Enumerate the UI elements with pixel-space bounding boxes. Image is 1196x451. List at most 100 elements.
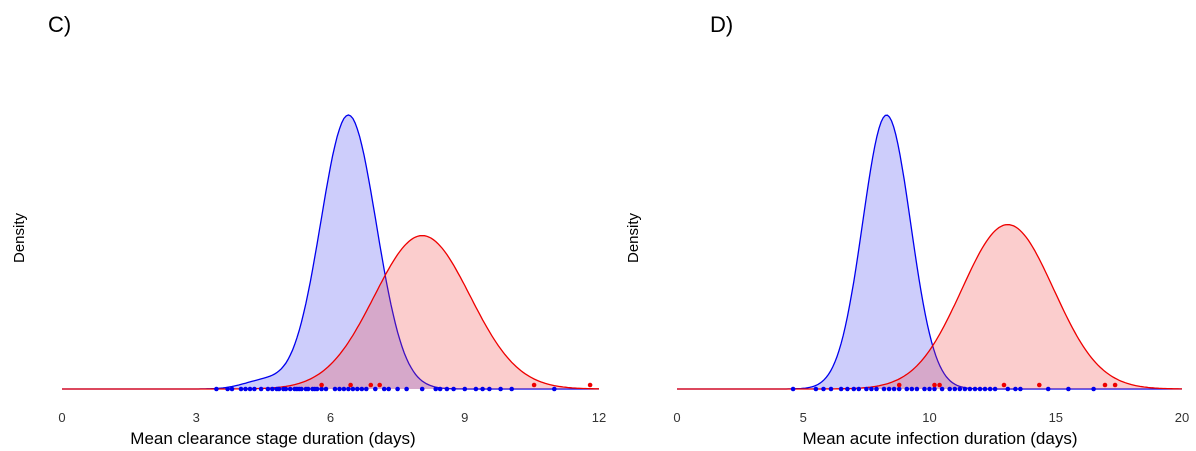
panel-d-label: D) xyxy=(710,12,733,37)
panel-d-series-0-point xyxy=(1045,386,1051,392)
panel-c-series-0-point xyxy=(437,386,443,392)
panel-c-series-0-point xyxy=(480,386,485,392)
panel-c-xlabel: Mean clearance stage duration (days) xyxy=(130,429,415,448)
panel-c-series-0-point xyxy=(364,386,369,392)
panel-d-series-0-point xyxy=(869,386,874,392)
panel-d-series-0-point xyxy=(932,386,937,392)
panel-c-series-0-point xyxy=(323,386,329,392)
panel-c-series-0-point xyxy=(337,386,342,392)
panel-c-series-0-point xyxy=(381,386,387,392)
panel-d-xtick-label: 0 xyxy=(673,410,680,425)
panel-d-series-0-point xyxy=(914,386,920,392)
panel-d-series-0-point xyxy=(992,386,998,392)
panel-d-series-0-point xyxy=(864,386,869,392)
panel-c-series-0-point xyxy=(462,386,468,392)
panel-c-series-0-point xyxy=(252,386,257,392)
panel-c-series-0-point xyxy=(373,386,378,392)
panel-d-series-0-point xyxy=(881,386,887,392)
panel-c-label: C) xyxy=(48,12,71,37)
panel-c-series-0-point xyxy=(265,386,271,392)
panel-d-series-0-point xyxy=(1013,386,1018,392)
panel-d-series-1-point xyxy=(1112,382,1118,388)
panel-c-ylabel: Density xyxy=(11,212,28,263)
panel-d-series-0-point xyxy=(1005,386,1011,392)
panel-d-series-1-point xyxy=(896,382,902,388)
panel-c-series-0-point xyxy=(305,386,311,392)
panel-c: C) Density 0 3 6 9 12 Mean clearance stage d… xyxy=(11,12,606,448)
panel-d-series-0-point xyxy=(1018,386,1023,392)
panel-c-series-0-point xyxy=(419,386,425,392)
panel-d-series xyxy=(677,114,1182,390)
panel-d-series-0-point xyxy=(1091,386,1096,392)
panel-c-series-0-point xyxy=(299,386,304,392)
panel-c-xticks: 0 3 6 9 12 xyxy=(58,410,606,425)
panel-d-series-0-point xyxy=(790,386,796,392)
panel-d-series-1-point xyxy=(1037,382,1042,388)
panel-c-series-1-point xyxy=(587,382,593,388)
panel-c-series-0-point xyxy=(404,386,409,392)
panel-d: D) Density 0 5 10 15 20 Mean acute infection… xyxy=(625,12,1189,448)
panel-d-series-0-point xyxy=(851,386,857,392)
panel-c-series-0-point xyxy=(473,386,479,392)
panel-d-series-0-point xyxy=(982,386,988,392)
panel-d-series-0-point xyxy=(962,386,968,392)
panel-d-xlabel: Mean acute infection duration (days) xyxy=(803,429,1078,448)
panel-d-series-0-point xyxy=(838,386,844,392)
panel-c-series-0-point xyxy=(225,386,230,392)
panel-d-series-0-point xyxy=(891,386,897,392)
panel-d-series-0-point xyxy=(828,386,834,392)
panel-c-xtick-label: 0 xyxy=(58,410,65,425)
panel-d-series-0-point xyxy=(939,386,945,392)
panel-d-ylabel: Density xyxy=(625,212,642,263)
panel-d-series-1-point xyxy=(1102,382,1108,388)
panel-d-series-1-point xyxy=(1001,382,1007,388)
panel-c-series-0-point xyxy=(258,386,264,392)
panel-c-series-0-point xyxy=(276,386,282,392)
panel-c-series-0-area xyxy=(62,115,599,389)
panel-c-series-1-point xyxy=(348,382,353,388)
panel-d-series-1-point xyxy=(932,382,937,388)
panel-c-series-0-point xyxy=(287,386,293,392)
panel-c-series-0-point xyxy=(283,386,289,392)
panel-c-series-0-point xyxy=(451,386,456,392)
panel-c-series-1-point xyxy=(531,382,537,388)
panel-c-series-0-point xyxy=(332,386,338,392)
panel-d-series-0-point xyxy=(957,386,963,392)
panel-c-series-0-point xyxy=(346,386,351,392)
panel-c-series-0-point xyxy=(509,386,514,392)
panel-c-series-0-point xyxy=(243,386,248,392)
panel-c-series-0-point xyxy=(386,386,392,392)
panel-d-series-0-point xyxy=(987,386,993,392)
panel-c-series-0-point xyxy=(319,386,324,392)
panel-d-xtick-label: 20 xyxy=(1175,410,1189,425)
panel-d-series-0-point xyxy=(927,386,932,392)
panel-d-points xyxy=(790,382,1118,392)
panel-c-xtick-label: 12 xyxy=(592,410,606,425)
panel-c-series-0-point xyxy=(359,386,365,392)
panel-d-series-0-point xyxy=(909,386,915,392)
panel-d-series-0-point xyxy=(977,386,983,392)
panel-c-series-0-point xyxy=(214,386,219,392)
panel-c-series-0-point xyxy=(444,386,450,392)
panel-d-series-0-point xyxy=(874,386,879,392)
panel-c-series-0-point xyxy=(498,386,503,392)
panel-c-series-0-point xyxy=(433,386,439,392)
panel-c-xtick-label: 9 xyxy=(461,410,468,425)
panel-d-xtick-label: 5 xyxy=(800,410,807,425)
panel-d-series-0-point xyxy=(845,386,850,392)
panel-c-series-1-point xyxy=(377,382,383,388)
panel-c-series-0-point xyxy=(247,386,253,392)
panel-c-series-1-line xyxy=(62,234,599,390)
panel-c-series-1-area xyxy=(62,235,599,389)
panel-c-series-0-point xyxy=(229,386,235,392)
panel-d-series-1-line xyxy=(677,223,1182,390)
panel-c-series xyxy=(62,114,599,390)
panel-d-series-0-point xyxy=(896,386,902,392)
panel-c-points xyxy=(214,382,593,392)
panel-d-series-0-point xyxy=(813,386,819,392)
panel-d-xticks: 0 5 10 15 20 xyxy=(673,410,1189,425)
panel-c-series-0-point xyxy=(487,386,492,392)
panel-d-xtick-label: 15 xyxy=(1049,410,1063,425)
panel-c-series-1-point xyxy=(368,382,374,388)
